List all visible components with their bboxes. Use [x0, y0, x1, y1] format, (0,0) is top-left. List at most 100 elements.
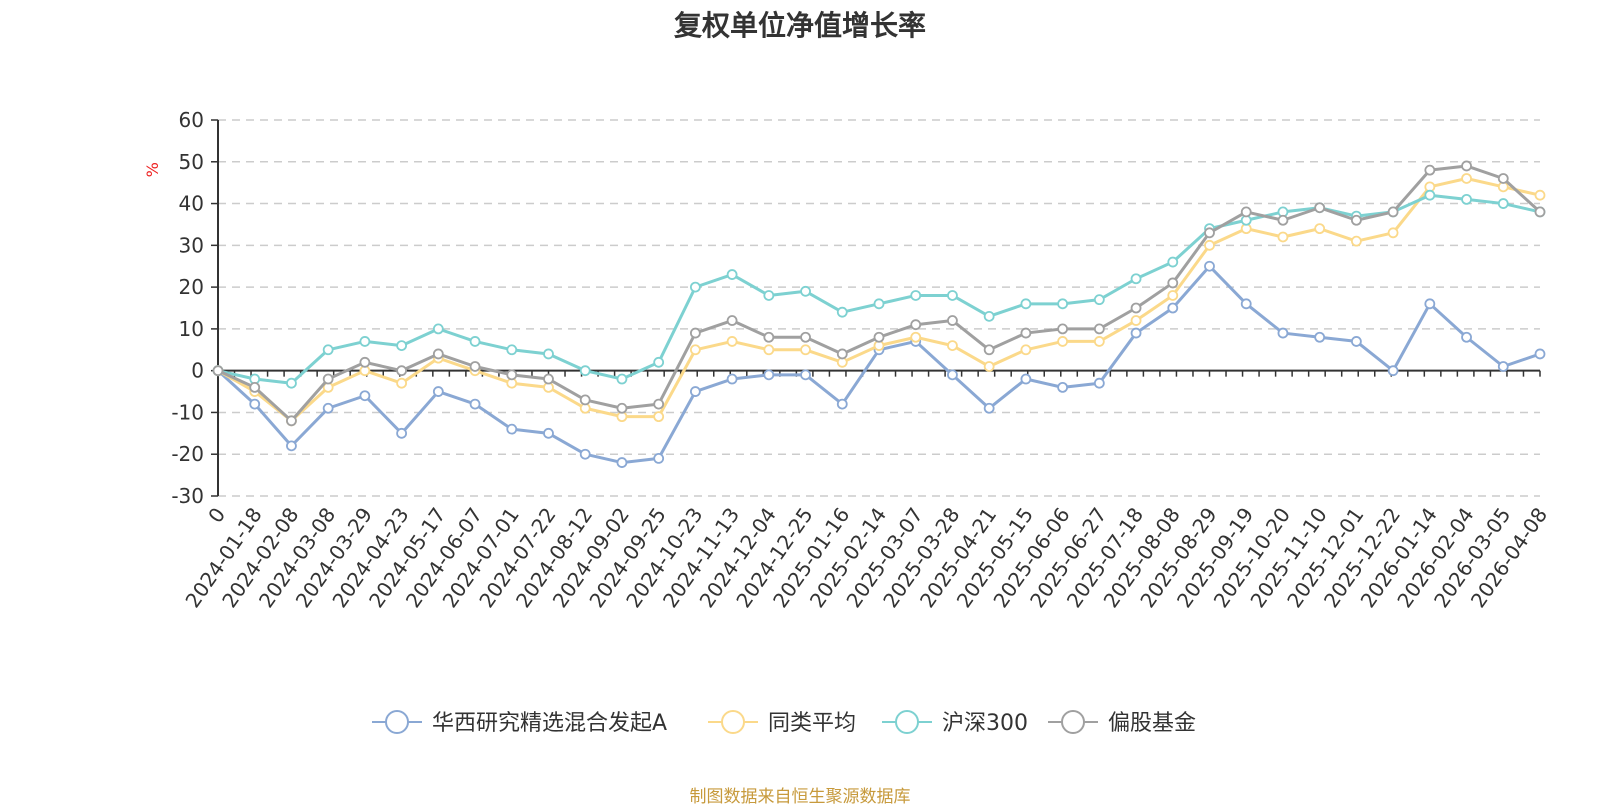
data-point	[506, 369, 518, 381]
data-point	[763, 344, 775, 356]
data-point	[947, 315, 958, 326]
data-point	[947, 369, 958, 381]
data-point	[983, 402, 995, 414]
data-point	[1424, 189, 1436, 201]
data-point	[873, 331, 885, 343]
axes: -30-20-100102030405060%02024-01-182024-0…	[143, 108, 1552, 612]
data-point	[1534, 189, 1546, 201]
data-point	[1314, 223, 1326, 235]
data-point	[1387, 206, 1399, 218]
data-point	[1093, 294, 1105, 306]
data-point	[359, 390, 371, 402]
y-tick-label: 40	[179, 192, 204, 216]
legend-label: 同类平均	[768, 711, 856, 736]
data-point	[800, 285, 811, 297]
data-point	[947, 340, 958, 352]
data-point	[1093, 336, 1105, 347]
data-point	[432, 323, 444, 335]
data-point	[396, 377, 408, 389]
data-point	[616, 457, 628, 468]
data-point	[469, 398, 481, 410]
legend-marker	[385, 710, 409, 734]
data-point	[836, 348, 848, 360]
legend: 华西研究精选混合发起A 同类平均 沪深300 偏股基金	[372, 710, 1196, 736]
data-point	[579, 394, 591, 406]
data-point	[689, 386, 701, 397]
data-point	[726, 315, 738, 326]
y-tick-label: 20	[179, 275, 204, 299]
y-tick-label: -30	[171, 484, 204, 508]
data-point	[286, 440, 297, 452]
data-point	[1057, 336, 1069, 347]
data-point	[1387, 365, 1399, 377]
data-point	[396, 340, 408, 352]
data-point	[1130, 315, 1142, 326]
data-point	[910, 290, 922, 301]
data-point	[212, 365, 224, 377]
data-point	[653, 356, 665, 368]
data-point	[1240, 206, 1252, 218]
data-point	[396, 365, 408, 377]
data-point	[689, 281, 701, 293]
data-point	[947, 290, 958, 301]
data-point	[1314, 202, 1326, 214]
data-point	[469, 361, 481, 372]
data-point	[1130, 302, 1142, 314]
data-point	[983, 310, 995, 322]
data-point	[1277, 214, 1289, 226]
data-point	[359, 356, 371, 368]
data-point	[1167, 290, 1179, 301]
data-point	[653, 452, 665, 464]
data-point	[726, 269, 738, 280]
data-point	[506, 344, 518, 356]
data-point	[1497, 198, 1509, 209]
data-point	[983, 344, 995, 356]
data-point	[579, 448, 591, 460]
data-point	[983, 361, 995, 372]
data-point	[1461, 193, 1472, 205]
grid-lines	[218, 119, 1540, 497]
data-point	[543, 427, 554, 439]
data-point	[1534, 206, 1546, 218]
data-point	[800, 331, 811, 343]
data-point	[543, 373, 554, 385]
data-point	[1240, 298, 1252, 310]
data-point	[689, 327, 701, 339]
data-point	[1277, 231, 1289, 243]
data-point	[616, 373, 628, 385]
data-point	[359, 336, 371, 347]
y-tick-label: 50	[179, 150, 204, 174]
legend-marker	[1061, 710, 1085, 734]
legend-marker	[895, 710, 919, 734]
data-point	[1204, 260, 1215, 272]
legend-marker	[721, 710, 745, 734]
y-tick-label: 10	[179, 317, 204, 341]
data-point	[1461, 173, 1472, 184]
data-point	[543, 348, 554, 360]
data-point	[1350, 336, 1362, 347]
data-point	[1020, 373, 1032, 385]
data-point	[1167, 256, 1179, 268]
data-point	[910, 319, 922, 331]
data-point	[1424, 298, 1436, 310]
data-point	[763, 369, 775, 381]
series-lines	[212, 160, 1546, 468]
data-point	[506, 423, 518, 435]
data-point	[432, 386, 444, 397]
data-point	[1497, 173, 1509, 184]
data-point	[1020, 344, 1032, 356]
data-point	[1167, 302, 1179, 314]
data-point	[1167, 277, 1179, 289]
data-point	[836, 306, 848, 318]
data-point	[1057, 323, 1069, 335]
y-axis-label: %	[143, 162, 162, 177]
data-point	[689, 344, 701, 356]
x-tick-label: 0	[203, 503, 230, 527]
legend-label: 沪深300	[942, 711, 1028, 736]
data-point	[1093, 377, 1105, 389]
data-point	[1350, 235, 1362, 247]
data-point	[1350, 214, 1362, 226]
data-point	[1093, 323, 1105, 335]
data-point	[249, 398, 261, 410]
